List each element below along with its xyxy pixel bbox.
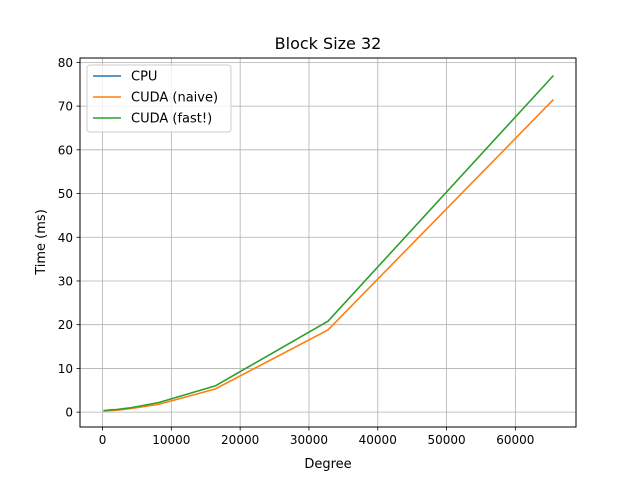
x-axis-label: Degree [304,457,351,472]
x-tick-label: 10000 [152,433,190,447]
series-line-1 [103,98,555,413]
y-tick-label: 40 [58,231,73,245]
legend: CPU CUDA (naive) CUDA (fast!) [86,64,232,133]
x-tick-label: 0 [99,433,107,447]
legend-label: CPU [131,70,157,85]
y-tick-label: 30 [58,274,73,288]
y-tick-label: 0 [65,406,73,420]
y-tick-label: 80 [58,56,73,70]
legend-label: CUDA (naive) [131,91,218,106]
grid-lines [80,58,576,427]
chart-title: Block Size 32 [275,34,382,53]
legend-box [86,64,232,133]
x-tick-label: 40000 [359,433,397,447]
x-tick-label: 20000 [221,433,259,447]
y-tick-label: 10 [58,362,73,376]
y-tick-label: 60 [58,143,73,157]
x-tick-label: 60000 [496,433,534,447]
series-line-2 [103,74,555,412]
y-tick-label: 20 [58,318,73,332]
y-tick-label: 50 [58,187,73,201]
y-tick-label: 70 [58,100,73,114]
series-lines [103,74,555,413]
y-axis-label: Time (ms) [34,209,49,276]
axis-ticks: 0 10000 20000 30000 40000 50000 60000 0 10 20 30 40… [58,56,535,447]
legend-label: CUDA (fast!) [131,112,212,127]
x-tick-label: 50000 [427,433,465,447]
plot-frame [79,57,577,428]
x-tick-label: 30000 [290,433,328,447]
